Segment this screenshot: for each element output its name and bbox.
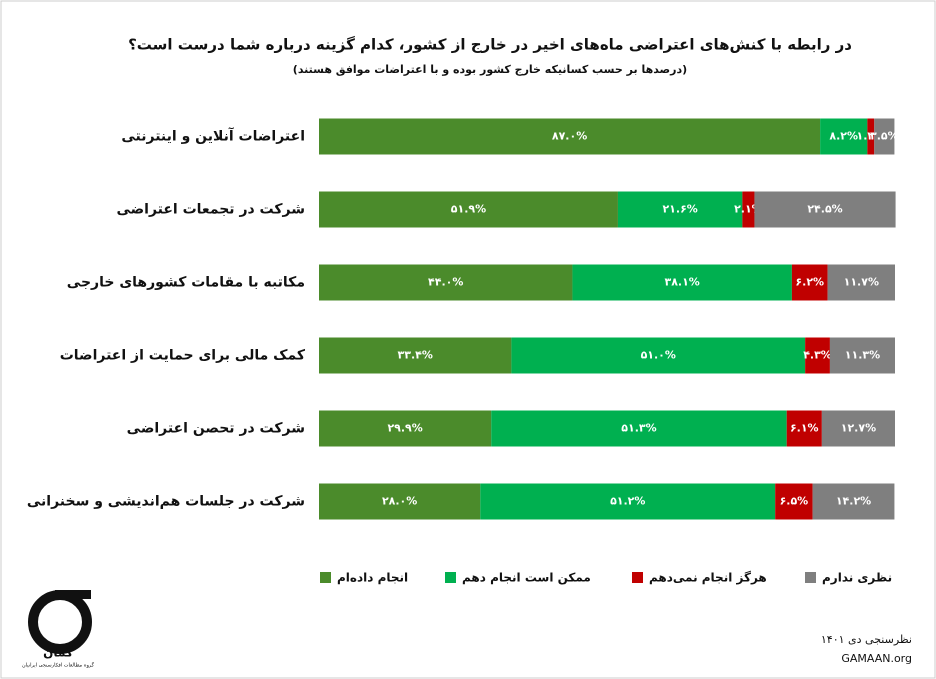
category-label: مکاتبه با مقامات کشورهای خارجی xyxy=(67,275,305,291)
bar-segment xyxy=(775,483,813,520)
bar-segment xyxy=(319,191,618,228)
bar-segment xyxy=(742,191,755,228)
bar-segment xyxy=(867,118,875,155)
bar-segment xyxy=(319,483,481,520)
value-label: ۲۸.۰% xyxy=(382,495,417,508)
value-label: ۵۱.۳% xyxy=(621,422,656,435)
value-label: ۵۱.۰% xyxy=(641,349,676,362)
bar-segment xyxy=(319,118,821,155)
value-label: ۶.۱% xyxy=(790,422,819,435)
value-label: ۱۲.۷% xyxy=(841,422,876,435)
footer-site: GAMAAN.org xyxy=(841,652,912,665)
legend-swatch xyxy=(320,572,331,583)
value-label: ۱۱.۳% xyxy=(845,349,880,362)
bar-segment xyxy=(874,118,895,155)
value-label: ۳۸.۱% xyxy=(664,276,699,289)
logo-bar xyxy=(55,590,91,599)
value-label: ۱۱.۷% xyxy=(844,276,879,289)
legend-label: انجام داده‌ام xyxy=(337,571,408,586)
value-label: ۴.۳% xyxy=(803,349,832,362)
value-label: ۱۴.۲% xyxy=(836,495,871,508)
chart-title: در رابطه با کنش‌های اعتراضی ماه‌های اخیر… xyxy=(128,36,852,54)
category-label: شرکت در جلسات هم‌اندیشی و سخنرانی xyxy=(27,494,305,510)
value-label: ۶.۵% xyxy=(780,495,809,508)
value-label: ۸.۲% xyxy=(829,130,858,143)
category-label: شرکت در تجمعات اعتراضی xyxy=(116,202,305,218)
bar-segment xyxy=(511,337,806,374)
value-label: ۵۱.۲% xyxy=(610,495,645,508)
bar-segment xyxy=(791,264,828,301)
bar-segment xyxy=(319,264,573,301)
bar-segment xyxy=(786,410,822,447)
bar-segment xyxy=(821,410,895,447)
value-label: ۴۴.۰% xyxy=(428,276,463,289)
legend-swatch xyxy=(632,572,643,583)
category-label: کمک مالی برای حمایت از اعتراضات xyxy=(60,348,306,364)
logo: گمان گروه مطالعات افکارسنجی ایرانیان xyxy=(22,590,95,669)
value-label: ۶.۲% xyxy=(795,276,824,289)
bar-segment xyxy=(491,410,787,447)
bar-segment xyxy=(820,118,868,155)
category-label: اعتراضات آنلاین و اینترنتی xyxy=(121,127,305,145)
logo-tagline: گروه مطالعات افکارسنجی ایرانیان xyxy=(22,662,95,669)
legend-swatch xyxy=(445,572,456,583)
bar-segment xyxy=(754,191,896,228)
bar-segment xyxy=(617,191,743,228)
chart-subtitle: (درصدها بر حسب کسانیکه خارج کشور بوده و … xyxy=(293,63,687,77)
bar-segment xyxy=(812,483,895,520)
bar-segment xyxy=(827,264,895,301)
logo-name: گمان xyxy=(43,646,73,660)
legend-swatch xyxy=(805,572,816,583)
bar-segment xyxy=(805,337,830,374)
bar-segment xyxy=(319,410,492,447)
legend-label: نظری ندارم xyxy=(822,571,892,586)
category-label: شرکت در تحصن اعتراضی xyxy=(127,421,305,437)
bar-segment xyxy=(319,337,512,374)
bar-segment xyxy=(480,483,776,520)
value-label: ۳۳.۴% xyxy=(398,349,433,362)
footer-survey: نظرسنجی دی ۱۴۰۱ xyxy=(821,633,912,646)
value-label: ۲۱.۶% xyxy=(662,203,697,216)
legend-label: هرگز انجام نمی‌دهم xyxy=(649,571,767,586)
bar-segment xyxy=(572,264,792,301)
value-label: ۲۴.۵% xyxy=(807,203,842,216)
value-label: ۲۹.۹% xyxy=(387,422,422,435)
value-label: ۸۷.۰% xyxy=(552,130,587,143)
bar-segment xyxy=(829,337,895,374)
legend-label: ممکن است انجام دهم xyxy=(462,571,591,586)
value-label: ۵۱.۹% xyxy=(451,203,486,216)
value-label: ۳.۵% xyxy=(870,130,899,143)
